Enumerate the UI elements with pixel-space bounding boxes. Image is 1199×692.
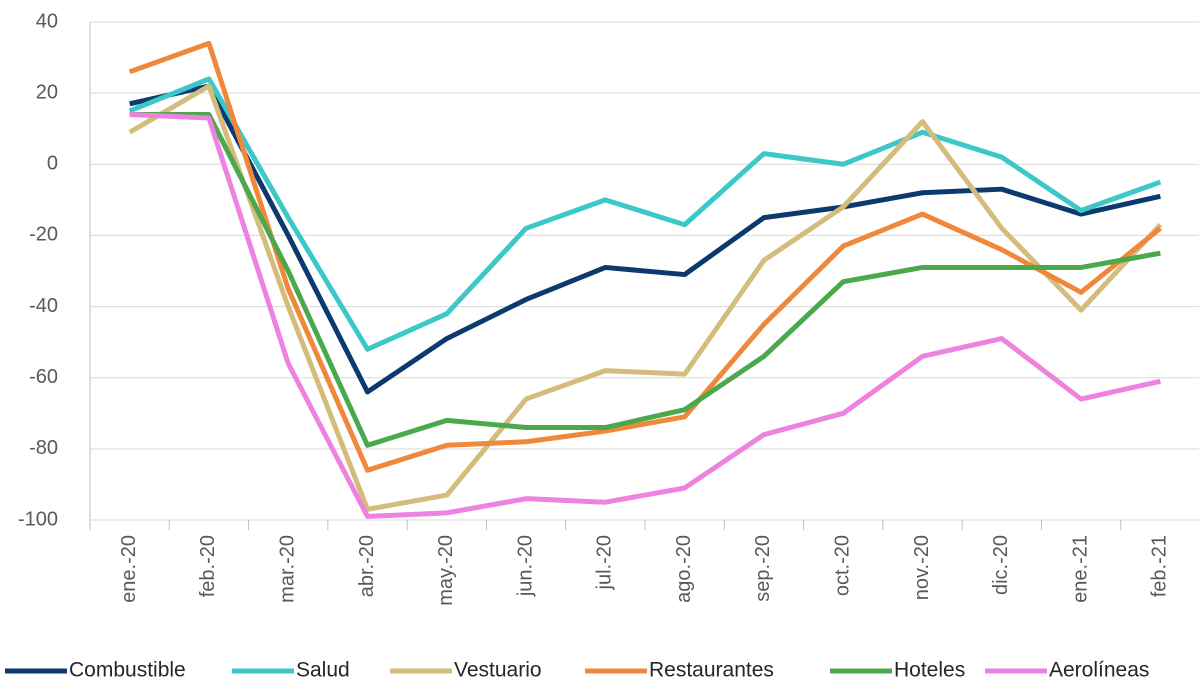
y-tick-label: 20 bbox=[36, 81, 58, 103]
series-line bbox=[129, 111, 1161, 448]
y-tick-label: -60 bbox=[29, 366, 58, 388]
x-tick-label: ago.-20 bbox=[673, 535, 695, 603]
x-tick-label: sep.-20 bbox=[752, 535, 774, 602]
x-tick-label: feb.-20 bbox=[197, 535, 219, 597]
y-tick-label: -40 bbox=[29, 295, 58, 317]
y-tick-label: -80 bbox=[29, 437, 58, 459]
legend-text: Restaurantes bbox=[649, 659, 774, 682]
x-tick-label: nov.-20 bbox=[911, 535, 933, 600]
legend-text: Salud bbox=[296, 659, 350, 682]
x-tick-label: mar.-20 bbox=[276, 535, 298, 603]
legend-text: Combustible bbox=[69, 659, 186, 682]
x-tick-label: ene.-21 bbox=[1069, 535, 1091, 603]
y-tick-label: -100 bbox=[18, 508, 58, 530]
x-tick-label: oct.-20 bbox=[831, 535, 853, 596]
x-tick-label: may.-20 bbox=[435, 535, 457, 606]
series-line bbox=[129, 111, 1161, 519]
legend-text: Aerolíneas bbox=[1049, 659, 1149, 682]
x-tick-label: jul.-20 bbox=[594, 535, 616, 590]
series-line bbox=[128, 83, 1163, 512]
series-line bbox=[129, 83, 1161, 395]
series-line bbox=[128, 40, 1162, 473]
y-tick-label: 40 bbox=[36, 10, 58, 32]
x-tick-label: dic.-20 bbox=[990, 535, 1012, 595]
x-tick-label: feb.-21 bbox=[1149, 535, 1171, 597]
legend-text: Hoteles bbox=[894, 659, 965, 682]
x-tick-label: ene.-20 bbox=[118, 535, 140, 603]
y-tick-label: -20 bbox=[29, 224, 58, 246]
x-tick-label: abr.-20 bbox=[356, 535, 378, 597]
series-line bbox=[128, 76, 1162, 352]
legend-text: Vestuario bbox=[454, 659, 542, 682]
x-tick-label: jun.-20 bbox=[514, 535, 536, 597]
y-tick-label: 0 bbox=[47, 153, 58, 175]
